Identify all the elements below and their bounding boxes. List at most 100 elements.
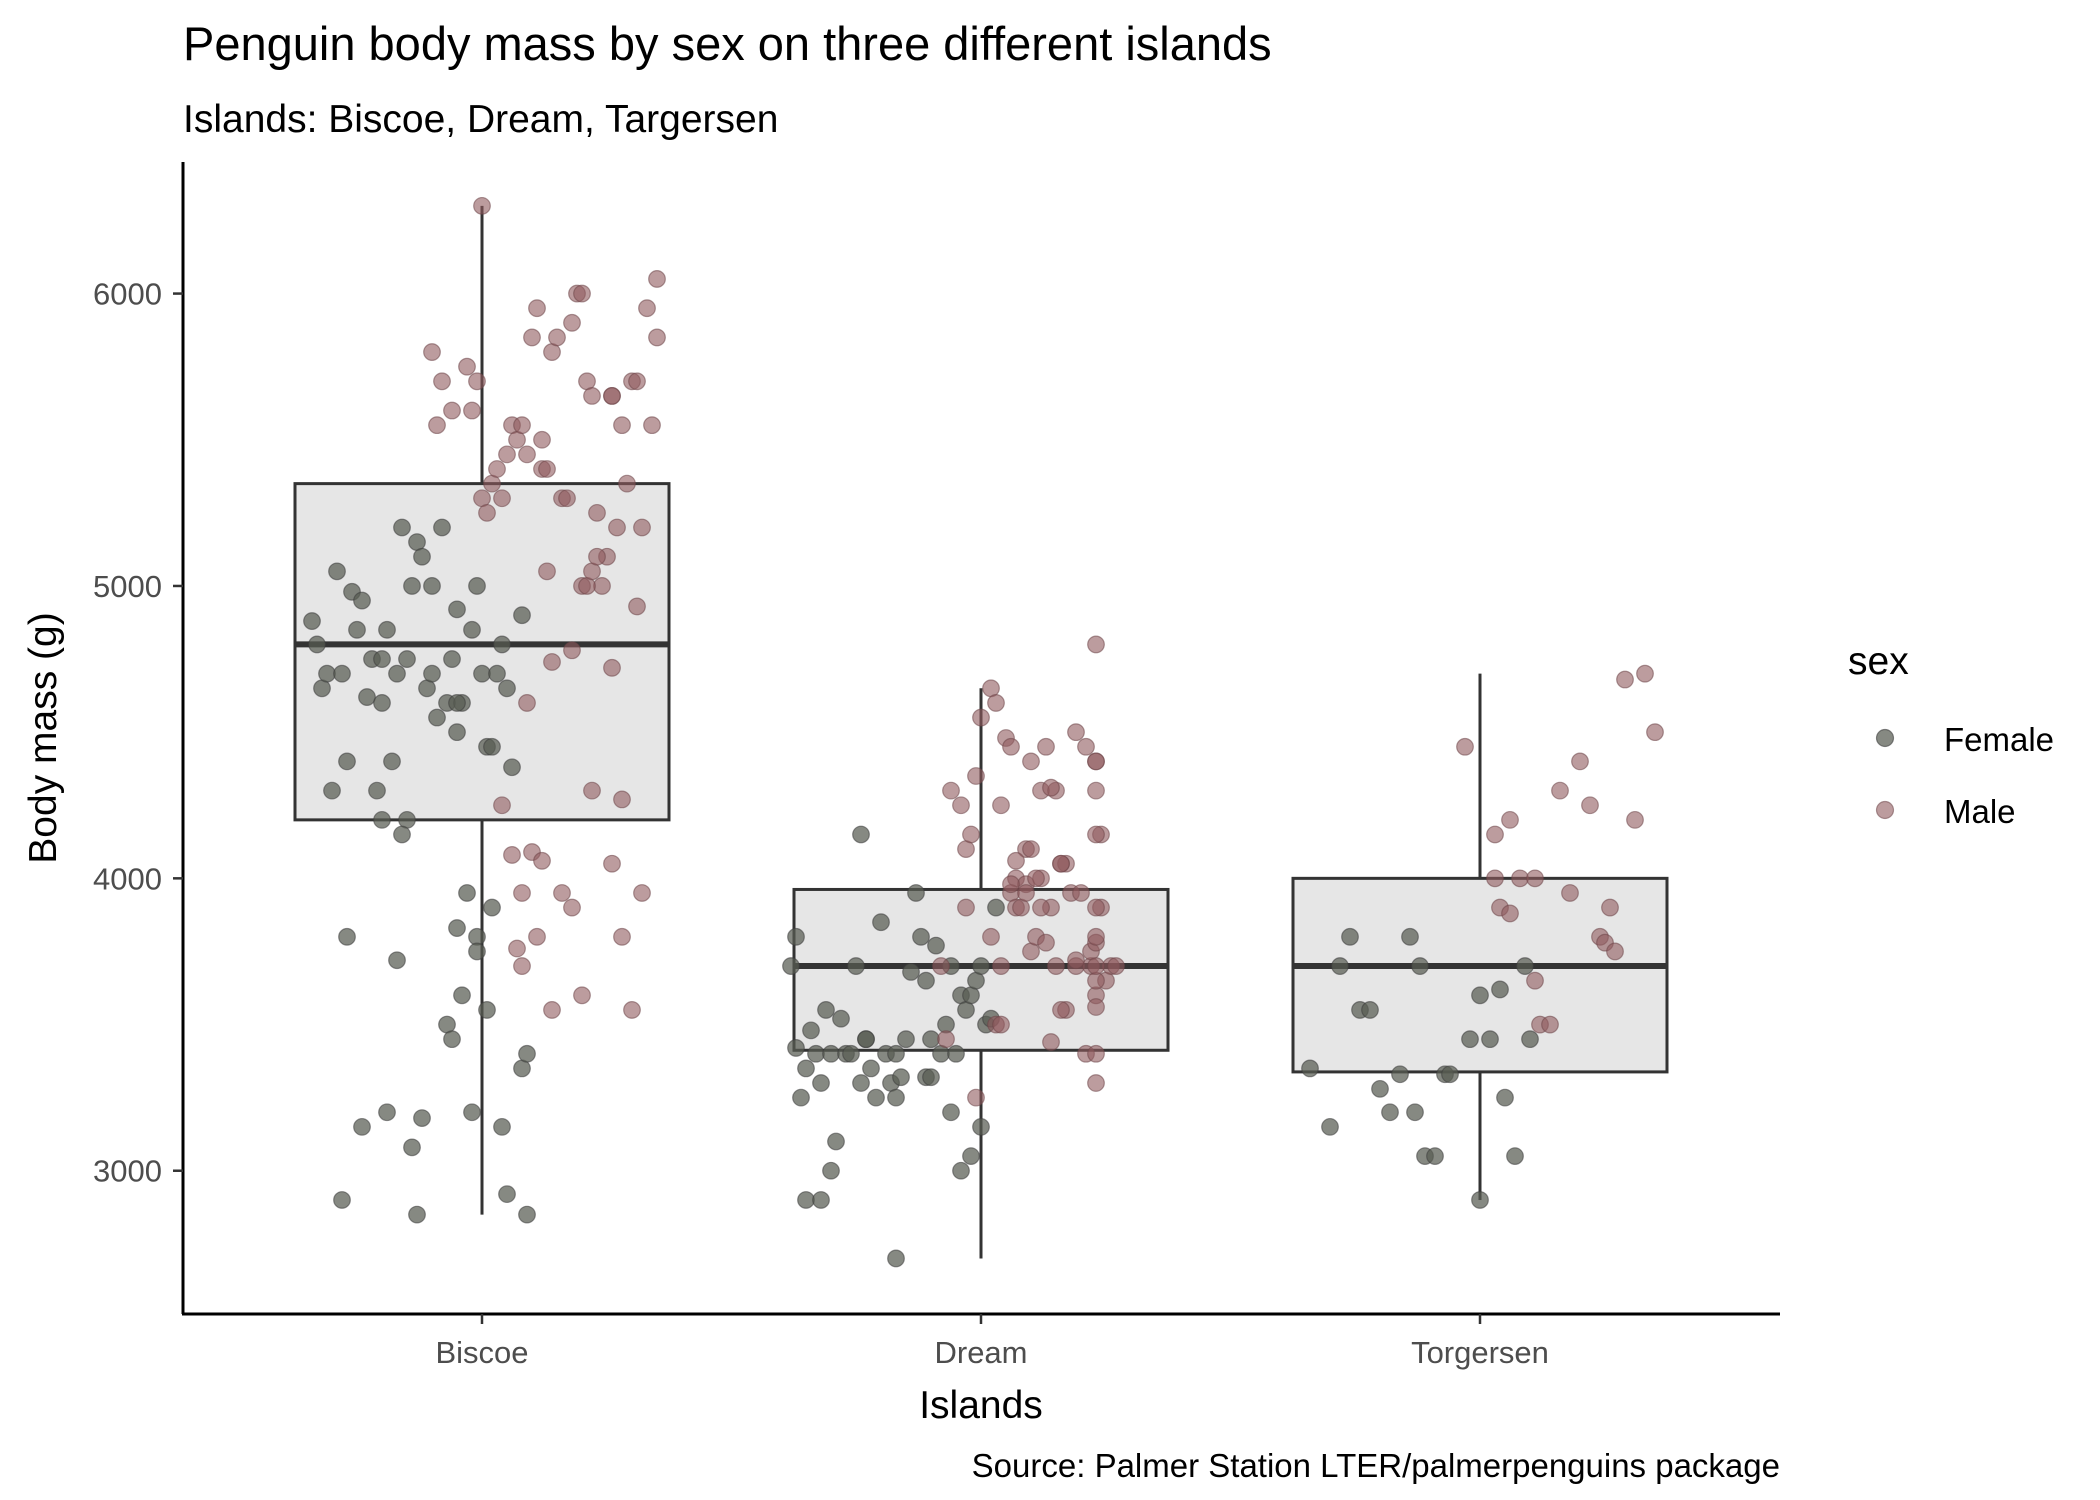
- point-dream-female: [902, 963, 920, 981]
- point-dream-male: [1037, 933, 1055, 952]
- point-torgersen-female: [1401, 927, 1419, 946]
- point-biscoe-female: [513, 606, 531, 625]
- point-dream-female: [792, 1088, 810, 1107]
- point-torgersen-male: [1551, 781, 1569, 800]
- point-biscoe-male: [518, 445, 536, 464]
- point-biscoe-male: [633, 518, 651, 537]
- point-dream-male: [1052, 1001, 1070, 1019]
- x-tick-label: Biscoe: [435, 1335, 528, 1370]
- point-biscoe-male: [518, 694, 536, 712]
- legend: sex Female Male: [1848, 640, 2054, 830]
- point-biscoe-female: [443, 1030, 461, 1049]
- point-dream-male: [992, 1015, 1010, 1034]
- point-dream-male: [1087, 635, 1105, 654]
- point-dream-female: [917, 971, 935, 990]
- point-dream-male: [1032, 898, 1050, 917]
- point-dream-female: [952, 1161, 970, 1180]
- point-torgersen-female: [1321, 1117, 1339, 1136]
- point-dream-male: [1067, 951, 1085, 970]
- chart-title: Penguin body mass by sex on three differ…: [183, 17, 1272, 70]
- point-torgersen-male: [1581, 796, 1599, 815]
- point-biscoe-female: [323, 781, 341, 800]
- point-dream-male: [1087, 781, 1105, 800]
- point-dream-male: [992, 957, 1010, 975]
- x-tick-label: Torgersen: [1411, 1335, 1549, 1370]
- point-biscoe-male: [583, 781, 601, 800]
- point-torgersen-female: [1426, 1147, 1444, 1166]
- point-biscoe-male: [648, 270, 666, 288]
- point-biscoe-female: [483, 898, 501, 917]
- point-dream-female: [947, 1044, 965, 1063]
- point-dream-male: [1002, 875, 1020, 894]
- point-torgersen-male: [1606, 942, 1624, 961]
- point-dream-male: [1022, 840, 1040, 859]
- point-biscoe-male: [548, 328, 566, 347]
- legend-label-male: Male: [1944, 793, 2016, 830]
- point-biscoe-male: [628, 372, 646, 391]
- point-dream-male: [1042, 778, 1060, 797]
- point-biscoe-male: [603, 387, 621, 405]
- point-dream-female: [802, 1021, 820, 1040]
- point-dream-female: [887, 1249, 905, 1268]
- point-biscoe-female: [398, 650, 416, 668]
- point-torgersen-male: [1601, 898, 1619, 917]
- point-dream-female: [927, 936, 945, 955]
- point-dream-male: [1087, 898, 1105, 917]
- point-biscoe-female: [448, 919, 466, 937]
- point-biscoe-male: [528, 299, 546, 318]
- legend-key-male: [1875, 800, 1895, 820]
- point-dream-female: [862, 1059, 880, 1078]
- legend-label-female: Female: [1944, 721, 2054, 758]
- point-biscoe-male: [593, 577, 611, 595]
- point-dream-male: [1027, 869, 1045, 888]
- point-torgersen-female: [1361, 1001, 1379, 1019]
- point-torgersen-female: [1481, 1030, 1499, 1049]
- point-dream-female: [857, 1030, 875, 1049]
- point-biscoe-male: [538, 562, 556, 581]
- point-biscoe-female: [303, 612, 321, 630]
- point-dream-female: [892, 1068, 910, 1087]
- point-torgersen-female: [1331, 957, 1349, 975]
- point-dream-female: [807, 1044, 825, 1063]
- point-biscoe-female: [378, 1103, 396, 1122]
- point-torgersen-female: [1491, 980, 1509, 999]
- point-dream-female: [787, 1039, 805, 1057]
- point-biscoe-female: [408, 1205, 426, 1224]
- x-ticks: Biscoe Dream Torgersen: [435, 1314, 1549, 1370]
- point-biscoe-male: [583, 387, 601, 405]
- point-dream-female: [867, 1088, 885, 1107]
- point-biscoe-male: [563, 898, 581, 917]
- point-dream-male: [1087, 752, 1105, 771]
- y-ticks: 3000 4000 5000 6000: [93, 277, 183, 1189]
- point-biscoe-female: [448, 600, 466, 619]
- point-biscoe-female: [413, 547, 431, 566]
- point-dream-female: [887, 1088, 905, 1107]
- point-dream-female: [912, 927, 930, 946]
- point-biscoe-male: [613, 416, 631, 435]
- point-torgersen-male: [1486, 825, 1504, 844]
- point-torgersen-male: [1486, 869, 1504, 888]
- point-dream-male: [1087, 825, 1105, 844]
- point-torgersen-male: [1501, 810, 1519, 829]
- point-dream-male: [1042, 1033, 1060, 1051]
- point-torgersen-female: [1406, 1103, 1424, 1122]
- point-torgersen-female: [1471, 1191, 1489, 1209]
- point-biscoe-male: [563, 313, 581, 332]
- point-biscoe-female: [483, 737, 501, 756]
- x-tick-label: Dream: [934, 1335, 1027, 1370]
- point-torgersen-female: [1461, 1030, 1479, 1049]
- point-biscoe-male: [588, 547, 606, 566]
- point-dream-male: [1107, 957, 1125, 975]
- point-biscoe-female: [373, 694, 391, 712]
- point-biscoe-female: [443, 650, 461, 668]
- point-biscoe-male: [493, 489, 511, 508]
- point-dream-male: [987, 694, 1005, 712]
- point-biscoe-male: [533, 851, 551, 870]
- point-biscoe-male: [563, 641, 581, 660]
- point-dream-male: [1087, 1044, 1105, 1063]
- point-biscoe-female: [518, 1044, 536, 1063]
- point-torgersen-male: [1626, 810, 1644, 829]
- point-biscoe-male: [643, 416, 661, 435]
- point-biscoe-male: [433, 372, 451, 391]
